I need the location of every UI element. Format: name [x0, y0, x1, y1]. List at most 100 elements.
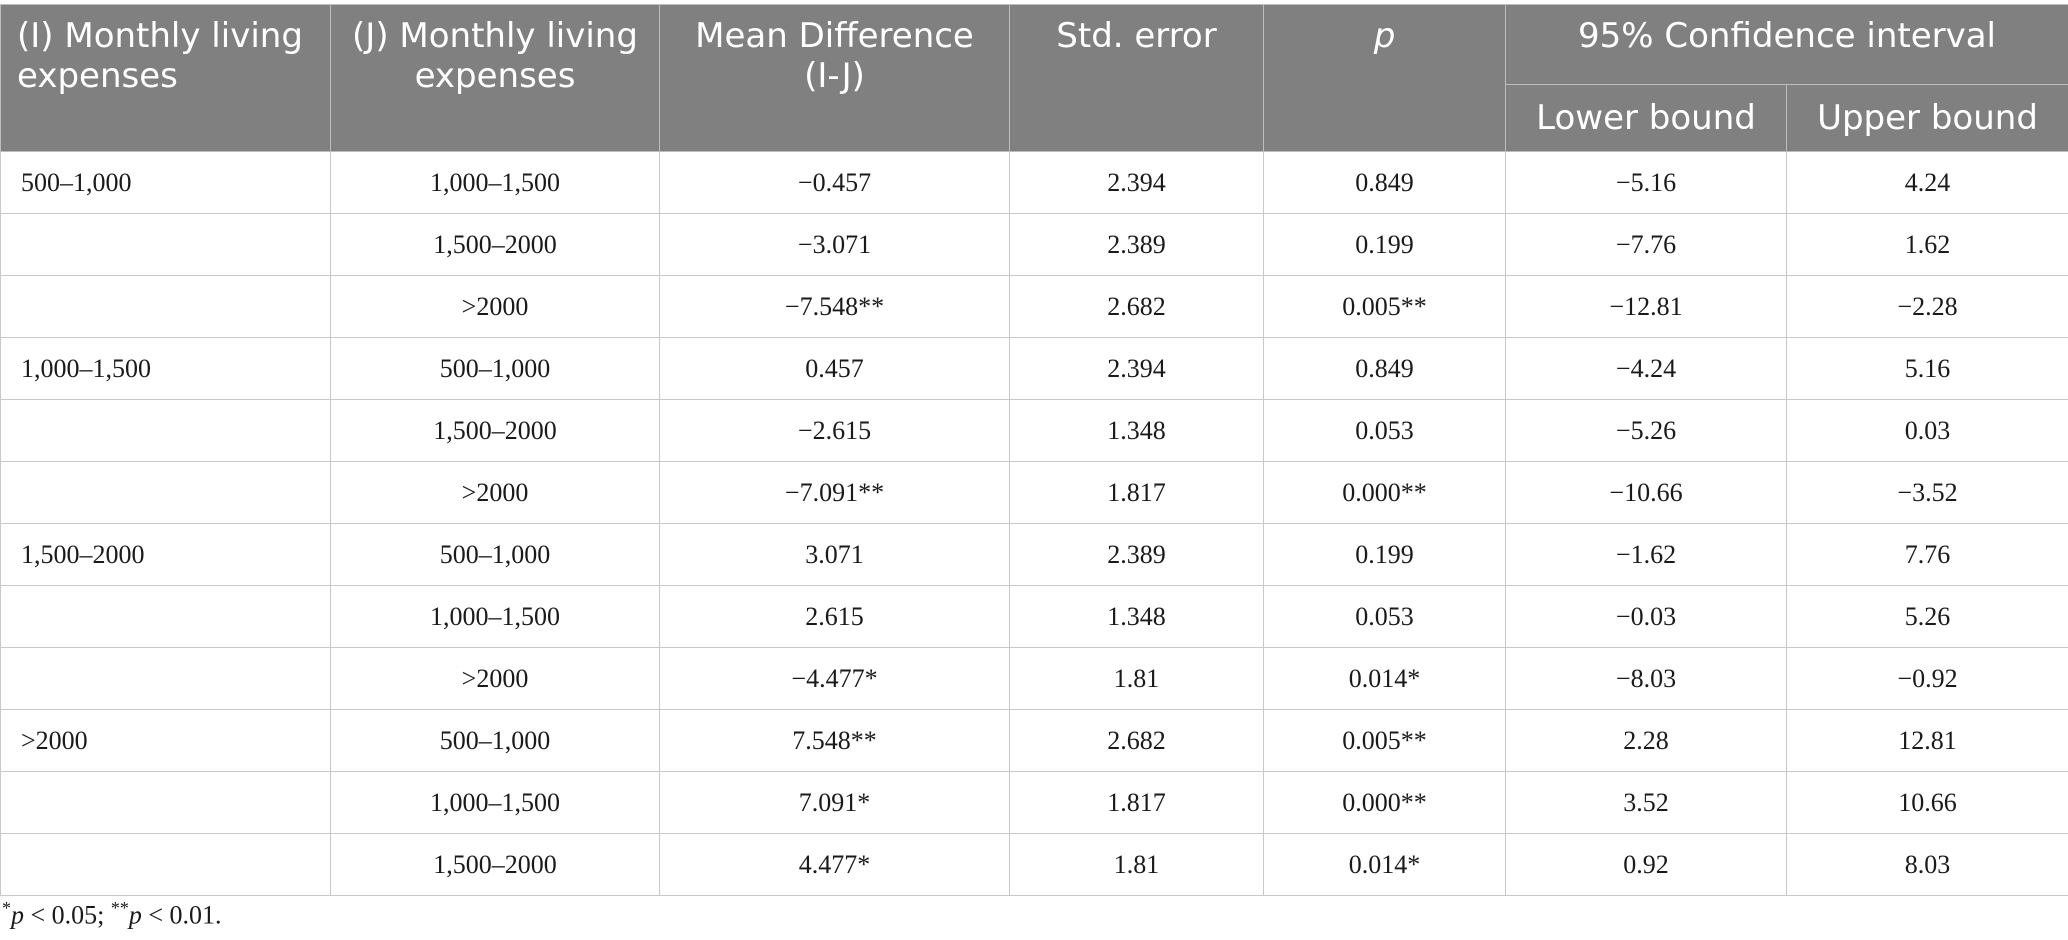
cell-p-value: 0.199 — [1263, 523, 1506, 586]
cell-j-group: >2000 — [330, 647, 660, 710]
cell-mean-difference: 3.071 — [659, 523, 1010, 586]
cell-lower-bound: −1.62 — [1505, 523, 1787, 586]
cell-lower-bound: 3.52 — [1505, 771, 1787, 834]
footnote-p-symbol-2: p — [128, 900, 142, 930]
cell-std-error: 1.81 — [1009, 647, 1264, 710]
cell-upper-bound: 8.03 — [1785, 833, 2068, 896]
cell-i-group — [0, 833, 331, 896]
cell-p-value: 0.005** — [1263, 275, 1506, 338]
header-upper-bound: Upper bound — [1785, 84, 2068, 152]
table-row: 1,500–2000 −2.615 1.348 0.053 −5.26 0.03 — [0, 399, 2068, 462]
footnote-mark-double: ** — [110, 898, 129, 918]
cell-upper-bound: 4.24 — [1785, 151, 2068, 214]
cell-mean-difference: 2.615 — [659, 585, 1010, 648]
footnote-p-symbol: p — [11, 900, 24, 930]
table-row: 500–1,000 1,000–1,500 −0.457 2.394 0.849 −5.1… — [0, 151, 2068, 214]
cell-i-group — [0, 585, 331, 648]
header-std-error: Std. error — [1009, 4, 1264, 152]
cell-i-group — [0, 275, 331, 338]
footnote-mark-single: * — [2, 898, 11, 918]
cell-std-error: 2.389 — [1009, 213, 1264, 276]
footnote: *p < 0.05; **p < 0.01. — [2, 898, 222, 931]
cell-p-value: 0.014* — [1263, 647, 1506, 710]
cell-lower-bound: −8.03 — [1505, 647, 1787, 710]
cell-std-error: 2.682 — [1009, 275, 1264, 338]
cell-mean-difference: 0.457 — [659, 337, 1010, 400]
cell-i-group: >2000 — [0, 709, 331, 772]
cell-lower-bound: 0.92 — [1505, 833, 1787, 896]
cell-i-group — [0, 461, 331, 524]
table-row: 1,500–2000 4.477* 1.81 0.014* 0.92 8.03 — [0, 833, 2068, 896]
cell-i-group — [0, 399, 331, 462]
cell-mean-difference: 4.477* — [659, 833, 1010, 896]
table-row: >2000 −4.477* 1.81 0.014* −8.03 −0.92 — [0, 647, 2068, 710]
cell-j-group: 500–1,000 — [330, 709, 660, 772]
table-body: 500–1,000 1,000–1,500 −0.457 2.394 0.849 −5.1… — [0, 151, 2068, 896]
cell-lower-bound: −5.26 — [1505, 399, 1787, 462]
cell-mean-difference: 7.091* — [659, 771, 1010, 834]
cell-mean-difference: −4.477* — [659, 647, 1010, 710]
cell-upper-bound: 7.76 — [1785, 523, 2068, 586]
cell-j-group: 500–1,000 — [330, 337, 660, 400]
cell-upper-bound: −2.28 — [1785, 275, 2068, 338]
cell-p-value: 0.005** — [1263, 709, 1506, 772]
header-j-group: (J) Monthly living expenses — [330, 4, 660, 152]
cell-j-group: 1,000–1,500 — [330, 151, 660, 214]
cell-std-error: 2.389 — [1009, 523, 1264, 586]
cell-p-value: 0.849 — [1263, 151, 1506, 214]
cell-j-group: 1,500–2000 — [330, 833, 660, 896]
cell-std-error: 1.81 — [1009, 833, 1264, 896]
header-mean-difference: Mean Difference (I-J) — [659, 4, 1010, 152]
cell-lower-bound: −12.81 — [1505, 275, 1787, 338]
table-row: 1,000–1,500 500–1,000 0.457 2.394 0.849 −4.24… — [0, 337, 2068, 400]
cell-lower-bound: −5.16 — [1505, 151, 1787, 214]
cell-j-group: 500–1,000 — [330, 523, 660, 586]
cell-i-group: 500–1,000 — [0, 151, 331, 214]
comparison-table: (I) Monthly living expenses (J) Monthly … — [0, 4, 2068, 896]
cell-p-value: 0.053 — [1263, 399, 1506, 462]
cell-lower-bound: −10.66 — [1505, 461, 1787, 524]
table-row: 1,000–1,500 2.615 1.348 0.053 −0.03 5.26 — [0, 585, 2068, 648]
cell-mean-difference: −7.091** — [659, 461, 1010, 524]
table-row: 1,500–2000 500–1,000 3.071 2.389 0.199 −1.62 7… — [0, 523, 2068, 586]
cell-i-group — [0, 647, 331, 710]
header-confidence-interval: 95% Confidence interval — [1504, 4, 2068, 85]
table-row: 1,000–1,500 7.091* 1.817 0.000** 3.52 10.66 — [0, 771, 2068, 834]
cell-std-error: 1.817 — [1009, 461, 1264, 524]
table-header: (I) Monthly living expenses (J) Monthly … — [0, 4, 2068, 152]
cell-p-value: 0.014* — [1263, 833, 1506, 896]
cell-std-error: 1.348 — [1009, 399, 1264, 462]
footnote-condition-1: < 0.05; — [24, 900, 111, 930]
cell-i-group — [0, 771, 331, 834]
table-row: >2000 −7.091** 1.817 0.000** −10.66 −3.52 — [0, 461, 2068, 524]
cell-lower-bound: −0.03 — [1505, 585, 1787, 648]
cell-upper-bound: 5.16 — [1785, 337, 2068, 400]
table-row: 1,500–2000 −3.071 2.389 0.199 −7.76 1.62 — [0, 213, 2068, 276]
cell-upper-bound: 5.26 — [1785, 585, 2068, 648]
cell-j-group: 1,500–2000 — [330, 399, 660, 462]
cell-upper-bound: 12.81 — [1785, 709, 2068, 772]
cell-upper-bound: −3.52 — [1785, 461, 2068, 524]
cell-p-value: 0.053 — [1263, 585, 1506, 648]
cell-j-group: 1,500–2000 — [330, 213, 660, 276]
cell-std-error: 1.817 — [1009, 771, 1264, 834]
cell-j-group: 1,000–1,500 — [330, 585, 660, 648]
header-i-group: (I) Monthly living expenses — [0, 4, 331, 152]
cell-i-group — [0, 213, 331, 276]
cell-std-error: 2.682 — [1009, 709, 1264, 772]
header-lower-bound: Lower bound — [1505, 84, 1787, 152]
cell-j-group: >2000 — [330, 275, 660, 338]
cell-mean-difference: −0.457 — [659, 151, 1010, 214]
cell-std-error: 2.394 — [1009, 337, 1264, 400]
cell-p-value: 0.849 — [1263, 337, 1506, 400]
cell-p-value: 0.199 — [1263, 213, 1506, 276]
table-row: >2000 −7.548** 2.682 0.005** −12.81 −2.28 — [0, 275, 2068, 338]
cell-lower-bound: −4.24 — [1505, 337, 1787, 400]
table-row: >2000 500–1,000 7.548** 2.682 0.005** 2.28 12.… — [0, 709, 2068, 772]
cell-lower-bound: 2.28 — [1505, 709, 1787, 772]
cell-j-group: 1,000–1,500 — [330, 771, 660, 834]
cell-p-value: 0.000** — [1263, 461, 1506, 524]
cell-std-error: 2.394 — [1009, 151, 1264, 214]
cell-std-error: 1.348 — [1009, 585, 1264, 648]
cell-upper-bound: 0.03 — [1785, 399, 2068, 462]
